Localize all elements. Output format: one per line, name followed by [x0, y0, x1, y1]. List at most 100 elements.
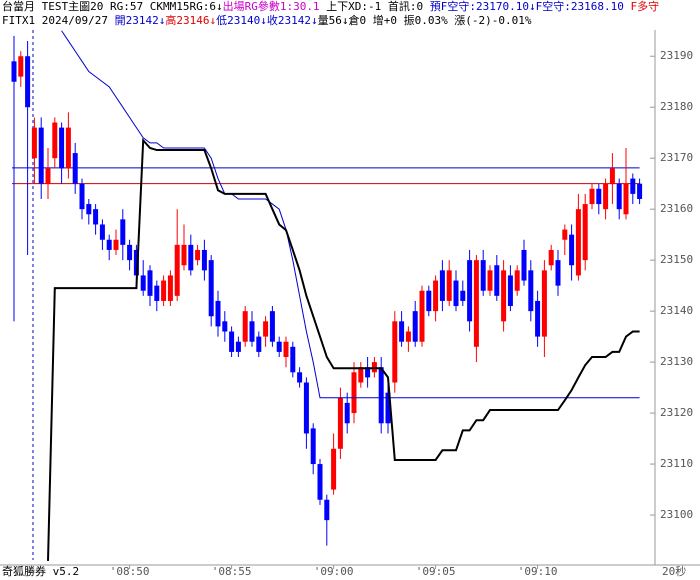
candle-body [555, 260, 561, 286]
candle-body [310, 428, 316, 465]
candle-body [65, 127, 71, 169]
candle-body [215, 300, 221, 327]
candle-body [405, 331, 411, 342]
candle-body [18, 56, 24, 77]
header-line-1: 台當月 TEST主圖20 RG:57 CKMM15RG:6↓出場RG參數1:30… [2, 0, 659, 13]
y-tick-label: 23140 [660, 304, 693, 317]
candle-body [358, 367, 364, 383]
x-tick-label: '09:05 [416, 565, 456, 578]
candle-body [419, 290, 425, 342]
candle-body [297, 372, 303, 383]
candle-body [399, 321, 405, 342]
candle-body [276, 341, 282, 352]
candle-body [201, 249, 207, 271]
candle-body [623, 183, 629, 215]
candle-body [99, 224, 105, 240]
x-tick-label: '09:00 [314, 565, 354, 578]
candle-body [603, 183, 609, 210]
candle-body [392, 321, 398, 383]
candle-body [371, 362, 377, 373]
header-text: F空守:23168.10 [535, 0, 624, 13]
candle-body [38, 127, 44, 184]
candle-body [596, 188, 602, 205]
candle-body [562, 229, 568, 240]
candle-body [344, 402, 350, 424]
y-tick-label: 23190 [660, 49, 693, 62]
candle-body [453, 280, 459, 307]
candle-body [507, 275, 513, 307]
indicator-line [47, 137, 640, 561]
footer-left: 奇狐勝券 v5.2 [2, 564, 79, 578]
candle-body [521, 249, 527, 281]
candle-body [263, 321, 269, 337]
candle-body [11, 61, 17, 82]
candle-body [582, 204, 588, 261]
header-text: 上下XD:-1 首訊:0 [319, 0, 430, 13]
candle-body [535, 300, 541, 337]
header-text: 量56↓倉0 增+0 振0.03% 漲(-2)-0.01% [317, 14, 532, 27]
candle-body [283, 341, 289, 358]
candle-body [229, 331, 235, 352]
candle-body [167, 275, 173, 301]
candle-body [79, 183, 85, 210]
candle-body [412, 311, 418, 342]
candle-body [59, 127, 65, 169]
header-text: 低23140↓ [216, 14, 267, 27]
candle-body [324, 499, 330, 521]
candle-body [93, 209, 99, 225]
candle-body [290, 346, 296, 373]
candle-body [439, 270, 445, 301]
candle-body [630, 178, 636, 194]
header-text: 出場RG參數1:30.1 [222, 0, 320, 13]
candle-body [501, 270, 507, 322]
y-tick-label: 23120 [660, 406, 693, 419]
candle-body [147, 270, 153, 296]
candle-body [365, 367, 371, 378]
candle-body [303, 382, 309, 434]
y-tick-label: 23110 [660, 457, 693, 470]
x-tick-label: '08:55 [212, 565, 252, 578]
header-text: F多守 [623, 0, 660, 13]
candle-body [460, 290, 466, 301]
candle-body [446, 270, 452, 301]
candle-body [616, 183, 622, 210]
candle-body [235, 341, 241, 352]
header-text: 收23142↓ [266, 14, 318, 27]
candle-body [317, 464, 323, 500]
candle-body [208, 260, 214, 317]
y-tick-label: 23130 [660, 355, 693, 368]
candle-body [269, 311, 275, 342]
candle-body [256, 336, 262, 352]
candle-body [174, 244, 180, 296]
y-tick-label: 23150 [660, 253, 693, 266]
candle-body [45, 168, 51, 184]
candle-body [637, 183, 643, 199]
candle-body [188, 244, 194, 271]
indicator-line [61, 30, 640, 399]
candle-body [351, 372, 357, 414]
candle-body [72, 153, 78, 184]
candle-body [113, 239, 119, 250]
candle-body [25, 56, 31, 108]
candle-body [120, 219, 126, 245]
header-line-2: FITX1 2024/09/27 開23142↓高23146↓低23140↓收2… [2, 14, 532, 27]
y-tick-label: 23170 [660, 151, 693, 164]
candle-body [154, 285, 160, 301]
candle-body [242, 311, 248, 342]
candle-body [609, 168, 615, 184]
candle-body [195, 249, 201, 261]
header-text: 開23142↓ [114, 14, 166, 27]
candle-body [161, 280, 167, 301]
candle-body [181, 244, 187, 266]
candle-body [133, 249, 139, 276]
y-tick-label: 23160 [660, 202, 693, 215]
candle-body [31, 127, 37, 159]
x-tick-label: '08:50 [110, 565, 150, 578]
candle-body [106, 239, 112, 250]
candle-body [575, 209, 581, 276]
candle-body [249, 321, 255, 342]
header-text: FITX1 2024/09/27 [2, 14, 115, 27]
header-text: 台當月 TEST主圖20 RG:57 CKMM15RG:6↓ [2, 0, 223, 13]
candle-body [487, 270, 493, 291]
